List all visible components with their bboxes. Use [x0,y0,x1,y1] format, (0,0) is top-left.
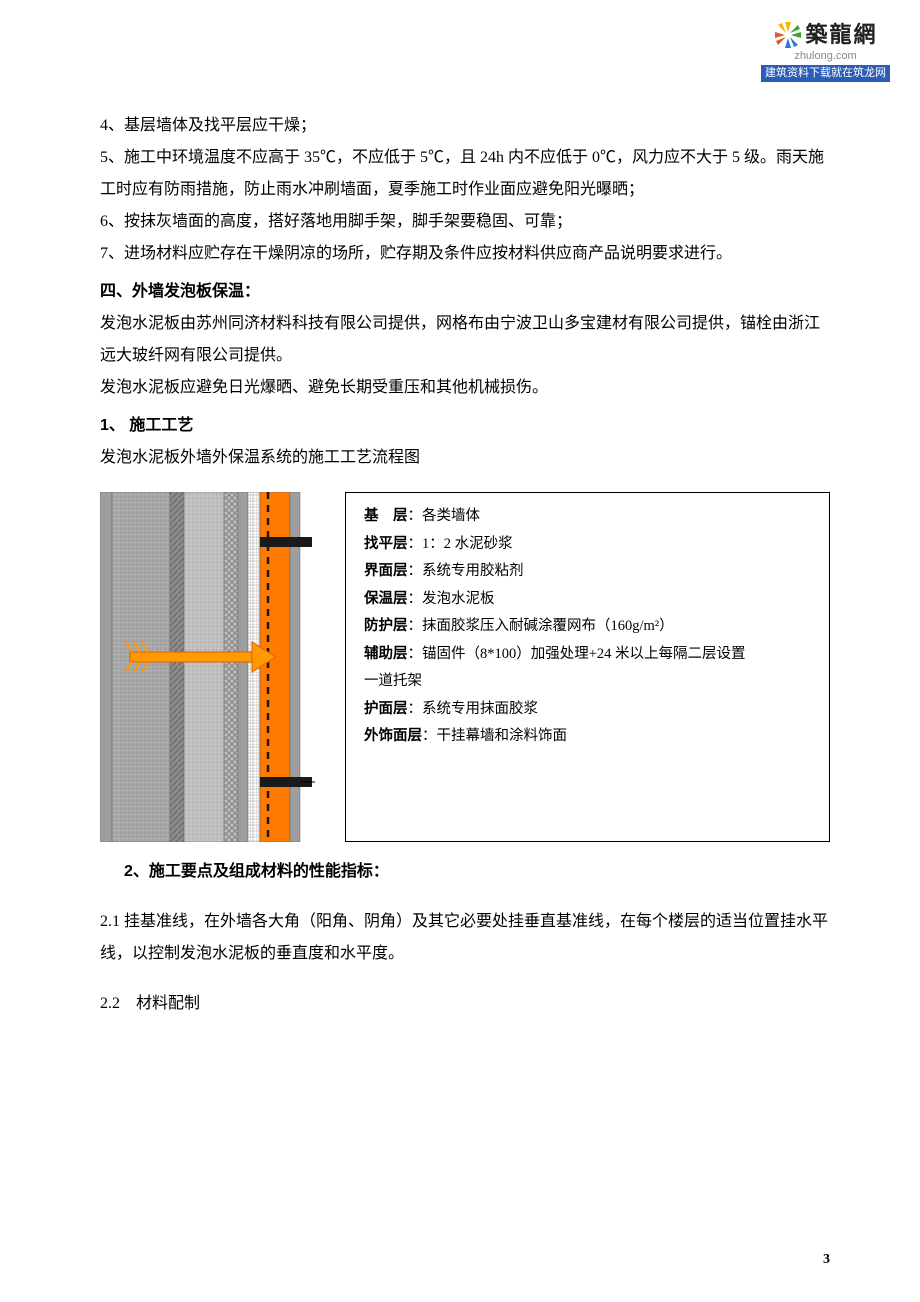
page-number: 3 [823,1246,830,1274]
document-body: 4、基层墙体及找平层应干燥； 5、施工中环境温度不应高于 35℃，不应低于 5℃… [100,110,830,1020]
heading-4: 四、外墙发泡板保温： [100,276,830,308]
legend-text: ：系统专用抹面胶浆 [408,701,539,717]
legend-label: 界面层 [364,563,408,579]
logo-text: 築龍網 [805,22,877,48]
para-5: 5、施工中环境温度不应高于 35℃，不应低于 5℃，且 24h 内不应低于 0℃… [100,142,830,206]
legend-label: 外饰面层 [364,728,422,744]
legend-label: 保温层 [364,591,408,607]
logo-subtext: zhulong.com [761,50,890,63]
legend-text: ：各类墙体 [408,508,481,524]
legend-line: 界面层：系统专用胶粘剂 [364,558,811,586]
para-4: 4、基层墙体及找平层应干燥； [100,110,830,142]
legend-text: ：锚固件（8*100）加强处理+24 米以上每隔二层设置 [408,646,746,662]
legend-line: 辅助层：锚固件（8*100）加强处理+24 米以上每隔二层设置 [364,641,811,669]
legend-line: 基 层：各类墙体 [364,503,811,531]
legend-line: 护面层：系统专用抹面胶浆 [364,696,811,724]
legend-label: 辅助层 [364,646,408,662]
legend-line: 找平层：1：2 水泥砂浆 [364,531,811,559]
subheading-2: 2、施工要点及组成材料的性能指标： [100,856,830,888]
logo-banner: 建筑资料下载就在筑龙网 [761,65,890,82]
legend-box: 基 层：各类墙体找平层：1：2 水泥砂浆界面层：系统专用胶粘剂保温层：发泡水泥板… [345,492,830,842]
legend-label: 找平层 [364,536,408,552]
para-7: 7、进场材料应贮存在干燥阴凉的场所，贮存期及条件应按材料供应商产品说明要求进行。 [100,238,830,270]
para-2-1: 2.1 挂基准线，在外墙各大角（阳角、阴角）及其它必要处挂垂直基准线，在每个楼层… [100,906,830,970]
legend-text: ：发泡水泥板 [408,591,495,607]
para-6: 6、按抹灰墙面的高度，搭好落地用脚手架，脚手架要稳固、可靠； [100,206,830,238]
diagram-row: 基 层：各类墙体找平层：1：2 水泥砂浆界面层：系统专用胶粘剂保温层：发泡水泥板… [100,492,830,842]
para-care: 发泡水泥板应避免日光爆晒、避免长期受重压和其他机械损伤。 [100,372,830,404]
site-logo: 築龍網 zhulong.com 建筑资料下载就在筑龙网 [761,20,890,82]
para-supply: 发泡水泥板由苏州同济材料科技有限公司提供，网格布由宁波卫山多宝建材有限公司提供，… [100,308,830,372]
legend-label: 防护层 [364,618,408,634]
legend-label: 基 层 [364,508,408,524]
legend-label: 护面层 [364,701,408,717]
para-flow-intro: 发泡水泥板外墙外保温系统的施工工艺流程图 [100,442,830,474]
legend-line: 防护层：抹面胶浆压入耐碱涂覆网布（160g/m²） [364,613,811,641]
subheading-1: 1、 施工工艺 [100,410,830,442]
legend-line: 保温层：发泡水泥板 [364,586,811,614]
logo-flower-icon [773,20,803,50]
legend-text: ：抹面胶浆压入耐碱涂覆网布（160g/m²） [408,618,674,634]
legend-line: 外饰面层：干挂幕墙和涂料饰面 [364,723,811,751]
legend-text: ：干挂幕墙和涂料饰面 [422,728,567,744]
para-2-2: 2.2 材料配制 [100,988,830,1020]
legend-cont: 一道托架 [364,668,811,696]
wall-section-diagram [100,492,315,842]
legend-text: ：系统专用胶粘剂 [408,563,524,579]
legend-text: ：1：2 水泥砂浆 [408,536,513,552]
